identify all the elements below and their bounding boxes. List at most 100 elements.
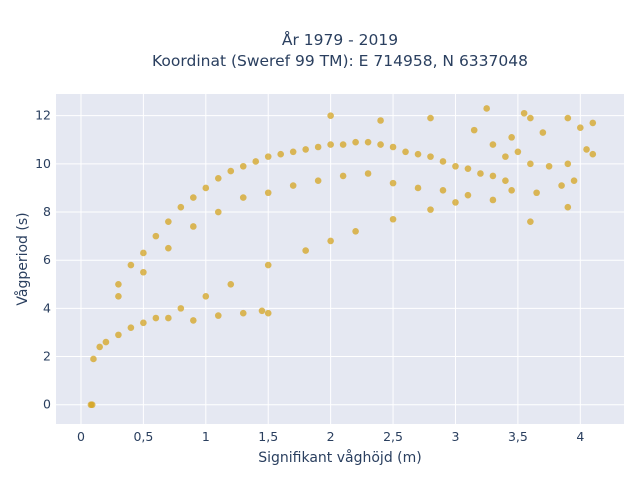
data-point xyxy=(508,187,515,194)
data-point xyxy=(414,150,422,158)
data-point xyxy=(564,160,572,168)
data-point xyxy=(464,165,472,172)
data-point xyxy=(327,237,334,245)
x-tick-label: 0,5 xyxy=(133,429,153,444)
data-point xyxy=(327,112,334,119)
data-point xyxy=(477,170,484,177)
y-tick-label: 12 xyxy=(35,108,51,123)
data-point xyxy=(427,206,434,213)
data-point xyxy=(377,141,384,148)
data-point xyxy=(352,138,359,146)
x-tick-label: 1,5 xyxy=(258,429,278,444)
data-point xyxy=(152,232,160,240)
x-tick-label: 1 xyxy=(202,429,210,444)
data-point xyxy=(564,203,572,211)
x-tick-label: 2 xyxy=(327,429,335,444)
data-point xyxy=(314,177,322,185)
data-point xyxy=(214,175,222,182)
data-point xyxy=(127,324,135,331)
data-point xyxy=(264,189,272,197)
data-point xyxy=(508,134,515,141)
data-point xyxy=(527,160,534,168)
data-point xyxy=(339,172,347,180)
data-point xyxy=(140,249,147,257)
data-point xyxy=(102,338,110,346)
data-point xyxy=(214,208,222,216)
data-point xyxy=(589,150,597,158)
y-tick-label: 0 xyxy=(43,397,51,412)
data-point xyxy=(239,194,247,201)
y-tick-label: 4 xyxy=(43,300,51,315)
data-points xyxy=(87,105,597,409)
data-point xyxy=(190,194,197,201)
x-tick-label: 4 xyxy=(576,429,584,444)
data-point xyxy=(489,172,497,180)
y-tick-labels: 0 2 4 6 8 10 12 xyxy=(35,108,51,412)
data-point xyxy=(520,109,528,117)
data-point xyxy=(302,146,309,153)
data-point xyxy=(577,124,584,132)
data-point xyxy=(264,309,272,317)
data-point xyxy=(514,148,522,156)
data-point xyxy=(115,280,122,288)
data-point xyxy=(464,191,472,199)
x-axis-title: Signifikant våghöjd (m) xyxy=(258,449,421,466)
x-tick-label: 3,5 xyxy=(508,429,528,444)
x-tick-label: 3 xyxy=(451,429,459,444)
data-point xyxy=(502,177,509,185)
data-point xyxy=(558,182,565,189)
data-point xyxy=(414,184,422,192)
data-point xyxy=(190,317,197,324)
data-point xyxy=(289,148,297,156)
data-point xyxy=(439,158,447,165)
data-point xyxy=(152,314,160,322)
data-point xyxy=(489,196,497,204)
data-point xyxy=(115,331,122,339)
data-point xyxy=(483,105,490,112)
data-point xyxy=(202,293,210,300)
data-point xyxy=(364,138,372,146)
data-point xyxy=(527,114,534,122)
data-point xyxy=(427,153,434,160)
data-point xyxy=(258,307,266,315)
data-point xyxy=(389,143,397,151)
data-point xyxy=(314,143,322,151)
data-point xyxy=(377,117,384,124)
y-tick-label: 10 xyxy=(35,156,51,171)
data-point xyxy=(452,199,459,206)
data-point xyxy=(289,182,297,189)
data-point xyxy=(227,280,235,288)
chart-title-line-2: Koordinat (Sweref 99 TM): E 714958, N 63… xyxy=(152,52,528,70)
data-point xyxy=(264,261,272,269)
data-point xyxy=(264,153,272,160)
data-point xyxy=(352,227,359,235)
data-point xyxy=(252,158,260,165)
y-axis-title: Vågperiod (s) xyxy=(14,212,31,305)
data-point xyxy=(527,218,534,225)
data-point xyxy=(452,162,459,170)
data-point xyxy=(88,401,96,409)
data-point xyxy=(90,355,97,363)
data-point xyxy=(427,114,434,122)
x-tick-labels: 0 0,5 1 1,5 2 2,5 3 3,5 4 xyxy=(77,429,584,444)
data-point xyxy=(165,314,172,322)
data-point xyxy=(239,162,247,170)
data-point xyxy=(165,218,172,225)
data-point xyxy=(364,170,372,177)
data-point xyxy=(202,184,210,192)
data-point xyxy=(177,305,185,312)
data-point xyxy=(389,215,397,223)
data-point xyxy=(564,114,572,122)
data-point xyxy=(190,223,197,230)
data-point xyxy=(302,247,309,254)
y-tick-label: 8 xyxy=(43,204,51,219)
data-point xyxy=(239,309,247,317)
data-point xyxy=(115,293,122,300)
x-tick-label: 2,5 xyxy=(383,429,403,444)
data-point xyxy=(502,153,509,160)
data-point xyxy=(277,150,285,158)
data-point xyxy=(140,268,147,276)
data-point xyxy=(96,343,103,351)
data-point xyxy=(327,141,334,148)
